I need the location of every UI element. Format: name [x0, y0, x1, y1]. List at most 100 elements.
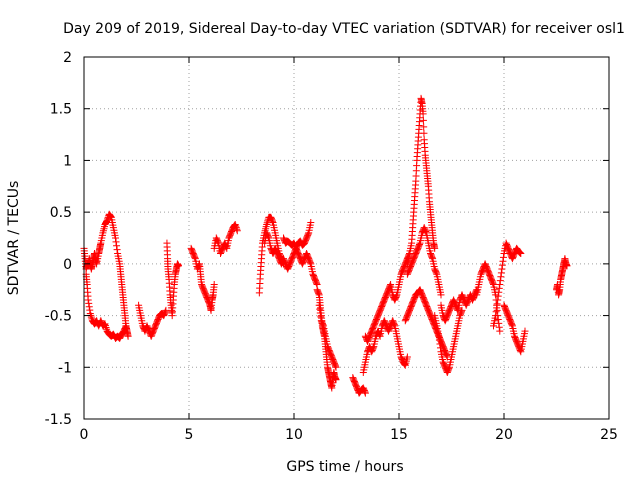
data-point [496, 277, 504, 285]
data-point [563, 262, 571, 270]
data-point [494, 292, 502, 300]
x-tick-label: 15 [390, 427, 408, 443]
data-point [515, 248, 523, 256]
data-point [492, 312, 500, 320]
data-point [495, 288, 503, 296]
data-point [493, 304, 501, 312]
data-point [415, 240, 423, 248]
data-point [435, 336, 443, 344]
plot-frame [83, 56, 610, 420]
y-tick-label: 0.5 [50, 205, 72, 221]
data-point [403, 353, 411, 361]
y-axis-label: SDTVAR / TECUs [6, 181, 22, 296]
chart-title: Day 209 of 2019, Sidereal Day-to-day VTE… [63, 21, 625, 37]
data-point [331, 362, 339, 370]
data-point [112, 234, 119, 242]
data-point [489, 279, 497, 287]
y-tick-label: -1.5 [45, 412, 72, 428]
y-tick-label: -0.5 [45, 309, 72, 325]
x-tick-label: 20 [495, 427, 513, 443]
data-point [122, 322, 130, 330]
data-point [435, 332, 443, 340]
data-point [315, 301, 323, 309]
data-point [496, 327, 504, 335]
data-point [86, 310, 94, 318]
data-point [386, 282, 394, 290]
data-point [420, 123, 428, 131]
data-point [493, 300, 501, 308]
x-tick-label: 25 [600, 427, 618, 443]
tick-labels: 0 5 10 15 20 25 -1.5 -1 -0.5 0 0.5 1 1.5 2 [45, 50, 618, 443]
data-point [85, 303, 93, 311]
data-point [401, 360, 409, 368]
data-point [392, 292, 400, 300]
x-tick-label: 0 [80, 427, 89, 443]
data-point [316, 309, 324, 317]
data-point [436, 340, 444, 348]
data-point [107, 213, 115, 221]
data-points [80, 94, 571, 397]
data-point [497, 273, 505, 281]
data-point [498, 265, 506, 273]
data-point [233, 227, 241, 235]
data-point [319, 321, 327, 329]
data-point [313, 279, 321, 287]
data-point [119, 329, 127, 337]
data-point [361, 389, 369, 397]
x-axis-label: GPS time / hours [286, 459, 403, 475]
data-point [232, 224, 240, 232]
data-point [214, 238, 222, 246]
data-point [494, 296, 502, 304]
data-point [436, 344, 444, 352]
data-point [472, 287, 480, 295]
data-point [432, 269, 440, 277]
data-point [175, 262, 182, 270]
data-point [428, 253, 436, 261]
data-point [264, 233, 272, 241]
data-point [445, 365, 453, 373]
data-point [231, 221, 239, 229]
data-point [100, 320, 108, 328]
data-point [419, 110, 427, 118]
data-point [508, 321, 516, 329]
data-point [361, 388, 369, 396]
data-point [161, 308, 169, 316]
data-point [85, 299, 93, 307]
data-point [316, 305, 324, 313]
data-point [113, 242, 121, 250]
data-point [492, 308, 500, 316]
data-point [499, 253, 507, 261]
data-point [124, 332, 132, 340]
y-tick-label: 1.5 [50, 102, 72, 118]
data-point [332, 363, 340, 371]
data-point [437, 291, 445, 299]
data-point [419, 116, 427, 124]
data-point [369, 344, 377, 352]
data-point [87, 313, 95, 321]
data-point [494, 315, 502, 323]
x-tick-label: 5 [185, 427, 194, 443]
data-point [233, 225, 241, 233]
data-point [103, 216, 111, 224]
data-point [191, 253, 199, 261]
y-tick-label: 1 [63, 153, 72, 169]
data-point [498, 261, 506, 269]
data-point [315, 290, 323, 298]
data-point [317, 313, 325, 321]
data-point [304, 230, 312, 238]
data-point [516, 248, 524, 256]
y-tick-label: 0 [63, 257, 72, 273]
data-point [106, 212, 114, 220]
data-point [390, 321, 398, 329]
data-point [222, 243, 230, 251]
data-point [422, 228, 430, 236]
data-point [497, 269, 505, 277]
data-point [121, 323, 129, 331]
data-point [376, 331, 384, 339]
grid-lines [84, 57, 609, 419]
data-point [516, 249, 524, 257]
data-point [521, 327, 529, 335]
data-point [84, 296, 92, 304]
